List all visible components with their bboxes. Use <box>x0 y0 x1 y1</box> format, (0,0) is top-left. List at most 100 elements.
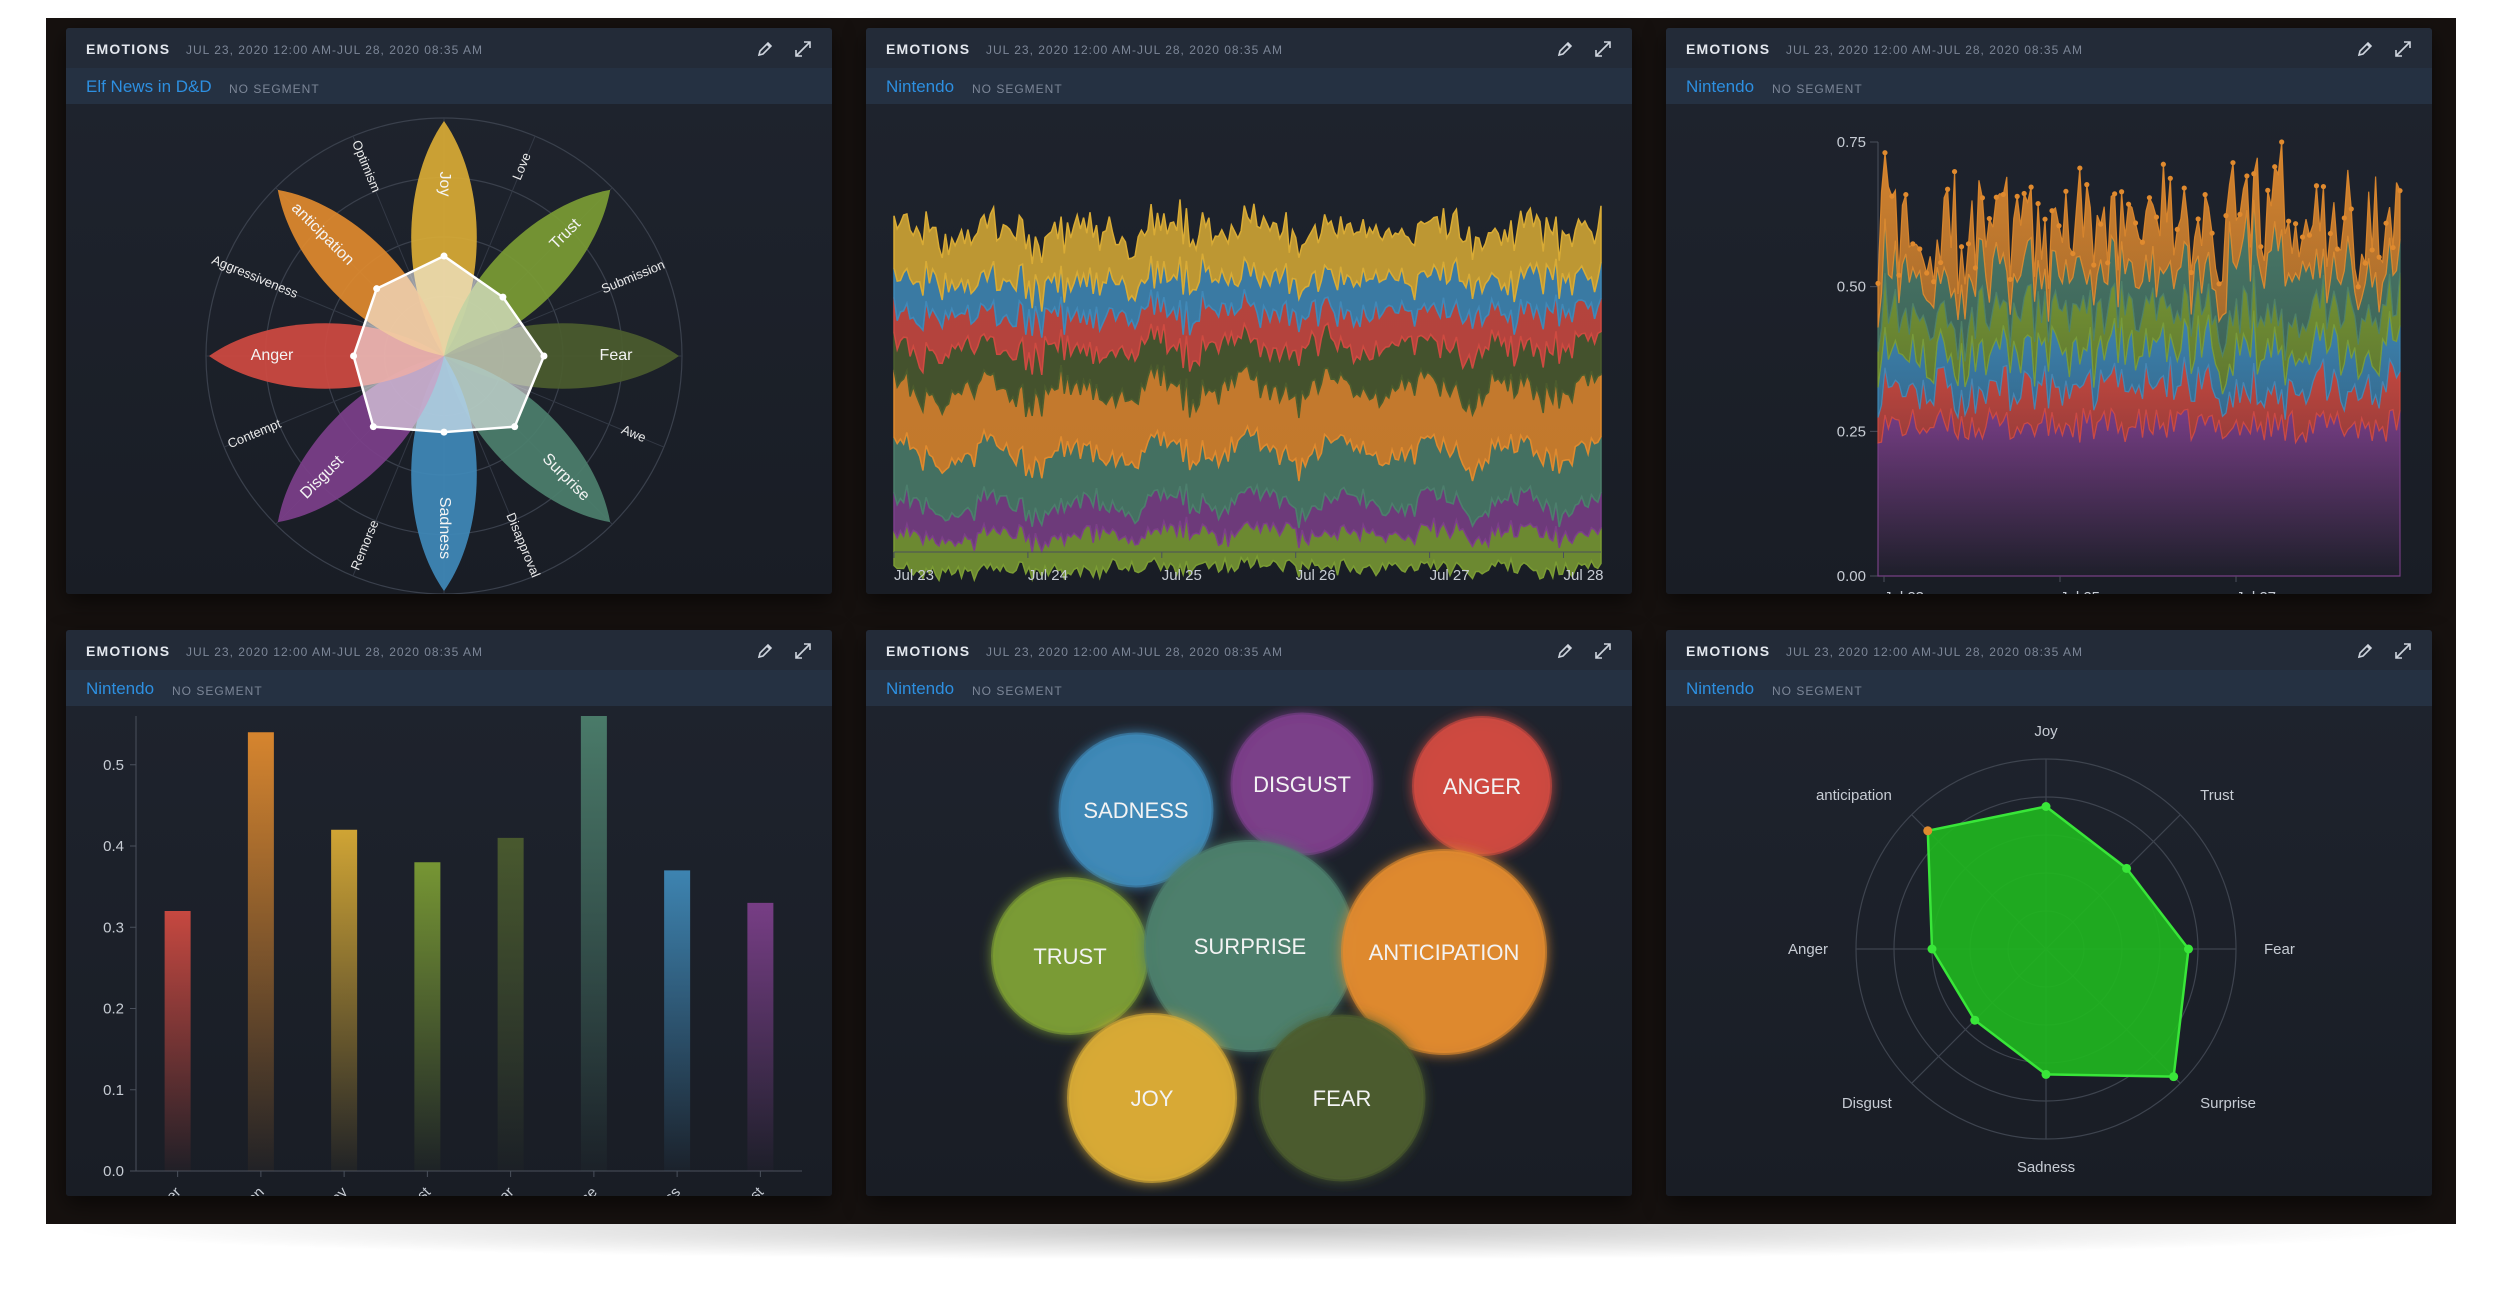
value-point <box>511 423 519 431</box>
panel-header: EMOTIONS JUL 23, 2020 12:00 AM-JUL 28, 2… <box>1666 630 2432 670</box>
plutchik-wheel-chart: JoyTrustFearSurpriseSadnessDisgustAngera… <box>205 117 683 594</box>
y-tick-label: 0.3 <box>103 919 124 936</box>
data-point <box>2279 139 2285 145</box>
edit-icon[interactable] <box>2354 640 2376 662</box>
data-point <box>2035 200 2041 207</box>
bubble-label: ANGER <box>1443 774 1521 799</box>
panel-body: Joy Trust Fear Surprise Sadness Disgust Anger a… <box>1666 706 2432 1196</box>
data-point <box>1945 186 1951 192</box>
data-point <box>2348 206 2354 212</box>
segment-label: NO SEGMENT <box>972 82 1063 96</box>
topic-link[interactable]: Nintendo <box>1686 679 1755 698</box>
bubble-circle <box>1258 1014 1426 1182</box>
radar-point <box>2041 1069 2051 1079</box>
data-point <box>2091 262 2097 268</box>
petal-label: Joy <box>436 172 453 197</box>
emotion-radar-chart: Joy Trust Fear Surprise Sadness Disgust Anger a… <box>1788 723 2295 1176</box>
y-tick-label: 0.2 <box>103 1001 124 1018</box>
bubble-circle <box>1058 732 1214 888</box>
data-point <box>1917 246 1923 252</box>
data-point <box>2286 218 2292 224</box>
bar-joy <box>331 829 358 1171</box>
emotion-bar-chart: 0.0 0.1 0.2 0.3 0.4 0.5 Anger anticipation Joy Tr… <box>103 716 802 1196</box>
x-tick-label: Trust <box>398 1183 434 1196</box>
bar-sadness <box>664 870 691 1171</box>
topic-link[interactable]: Elf News in D&D <box>86 77 212 96</box>
panel-body: Jul 23 Jul 24 Jul 25 Jul 26 Jul 27 Jul 28 <box>866 104 1632 594</box>
edit-icon[interactable] <box>1554 640 1576 662</box>
bar-anticipation <box>247 732 274 1171</box>
radar-point <box>1927 944 1937 954</box>
data-point <box>2272 164 2278 170</box>
panel-body: SADNESS DISGUST ANGER TRUST SURPRISE ANTICIPA… <box>866 706 1632 1196</box>
data-point <box>2293 221 2299 227</box>
x-tick-label: Jul 25 <box>1162 567 1202 584</box>
axis-label: Disgust <box>1842 1095 1893 1112</box>
bubble-circle <box>1230 712 1374 856</box>
data-point <box>2000 191 2006 198</box>
bubble-label: SURPRISE <box>1194 934 1306 959</box>
expand-icon[interactable] <box>1592 38 1614 60</box>
data-point <box>2202 192 2208 198</box>
topic-link[interactable]: Nintendo <box>86 679 155 698</box>
topic-link[interactable]: Nintendo <box>886 77 955 96</box>
data-point <box>1972 265 1979 271</box>
value-point <box>350 352 358 360</box>
data-point <box>2049 208 2055 214</box>
data-point <box>2021 190 2027 197</box>
edit-icon[interactable] <box>1554 38 1576 60</box>
edit-icon[interactable] <box>754 640 776 662</box>
data-point <box>2070 250 2076 257</box>
expand-icon[interactable] <box>2392 38 2414 60</box>
topic-link[interactable]: Nintendo <box>1686 77 1755 96</box>
bubble-label: ANTICIPATION <box>1369 940 1520 965</box>
data-point <box>2237 211 2243 217</box>
expand-icon[interactable] <box>2392 640 2414 662</box>
data-point <box>2334 246 2340 252</box>
data-point <box>2362 260 2368 266</box>
x-tick-label: Jul 23 <box>894 567 934 584</box>
x-tick-label: Jul 27 <box>1430 567 1470 584</box>
expand-icon[interactable] <box>792 640 814 662</box>
topic-link[interactable]: Nintendo <box>886 679 955 698</box>
y-tick-label: 0.1 <box>103 1082 124 1099</box>
bubble-sadness: SADNESS <box>1058 732 1214 888</box>
expand-icon[interactable] <box>792 38 814 60</box>
x-tick-label: Disgust <box>720 1183 768 1196</box>
radar-point <box>2041 802 2051 811</box>
y-tick-label: 0.00 <box>1837 568 1866 585</box>
panel-title: EMOTIONS <box>1686 643 1771 659</box>
panel-subheader: Elf News in D&D NO SEGMENT <box>66 68 832 104</box>
value-point <box>540 352 548 360</box>
panel-subheader: Nintendo NO SEGMENT <box>1666 670 2432 706</box>
data-point <box>2230 160 2236 166</box>
data-point <box>2160 161 2166 167</box>
y-tick-label: 0.0 <box>103 1163 124 1180</box>
panel-header: EMOTIONS JUL 23, 2020 12:00 AM-JUL 28, 2… <box>866 28 1632 68</box>
y-tick-label: 0.75 <box>1837 134 1866 151</box>
bar-chart-panel: EMOTIONS JUL 23, 2020 12:00 AM-JUL 28, 2… <box>66 630 832 1196</box>
bar-surprise <box>580 716 607 1171</box>
data-point <box>2258 244 2264 250</box>
panel-subheader: Nintendo NO SEGMENT <box>1666 68 2432 104</box>
data-point <box>2306 232 2313 238</box>
axis-label: Fear <box>2264 941 2295 958</box>
expand-icon[interactable] <box>1592 640 1614 662</box>
x-tick-label: Joy <box>322 1183 351 1196</box>
data-point <box>2014 193 2020 199</box>
petal-label: Fear <box>600 347 634 364</box>
panel-title: EMOTIONS <box>886 41 971 57</box>
data-point <box>1924 270 1930 276</box>
data-point <box>2105 260 2111 266</box>
segment-label: NO SEGMENT <box>1772 82 1863 96</box>
data-point <box>2216 281 2222 287</box>
panel-subheader: Nintendo NO SEGMENT <box>866 670 1632 706</box>
data-point <box>2195 216 2201 222</box>
panel-subheader: Nintendo NO SEGMENT <box>866 68 1632 104</box>
axis-label: Anger <box>1788 941 1828 958</box>
data-point <box>2397 188 2403 194</box>
edit-icon[interactable] <box>754 38 776 60</box>
edit-icon[interactable] <box>2354 38 2376 60</box>
data-point <box>2188 269 2194 276</box>
panel-date-range: JUL 23, 2020 12:00 AM-JUL 28, 2020 08:35… <box>1786 43 2083 57</box>
